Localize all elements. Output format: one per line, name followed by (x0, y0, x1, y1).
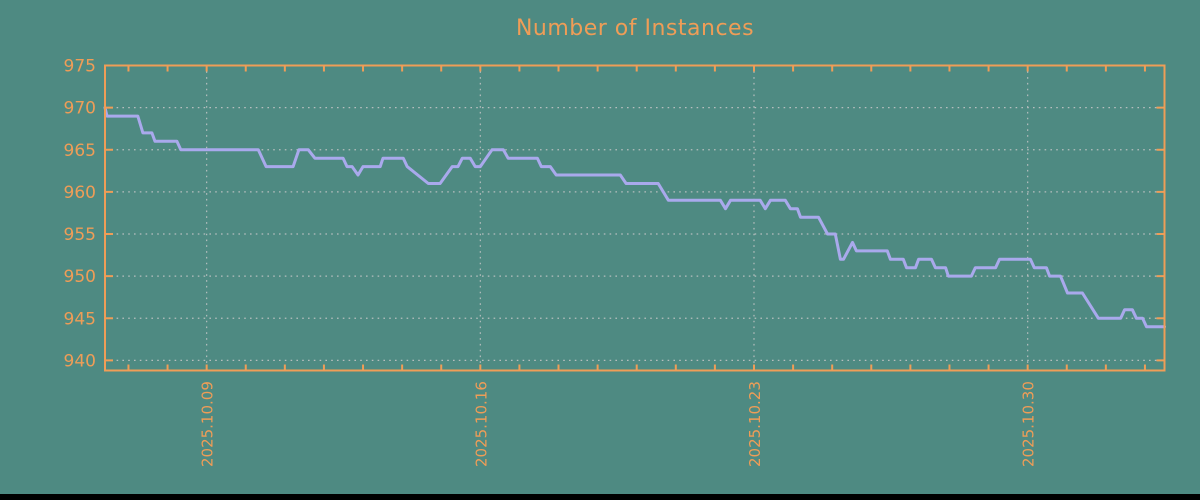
plot-border (104, 64, 1166, 372)
y-axis-label: 955 (64, 225, 96, 245)
y-axis-label: 960 (64, 183, 96, 203)
x-axis-label: 2025.10.30 (1020, 381, 1038, 467)
chart-title: Number of Instances (515, 16, 755, 41)
x-axis-label: 2025.10.23 (746, 381, 764, 467)
y-axis-label: 950 (64, 267, 96, 287)
y-axis-label: 970 (64, 99, 96, 119)
data-line-instances (103, 106, 1166, 329)
x-axis-label: 2025.10.16 (472, 381, 490, 467)
y-axis-label: 945 (64, 309, 96, 329)
y-axis-label: 975 (64, 57, 96, 77)
y-axis-label: 965 (64, 141, 96, 161)
y-axis-label: 940 (64, 351, 96, 371)
x-axis-label: 2025.10.09 (199, 381, 217, 467)
bottom-bar (0, 494, 1200, 500)
